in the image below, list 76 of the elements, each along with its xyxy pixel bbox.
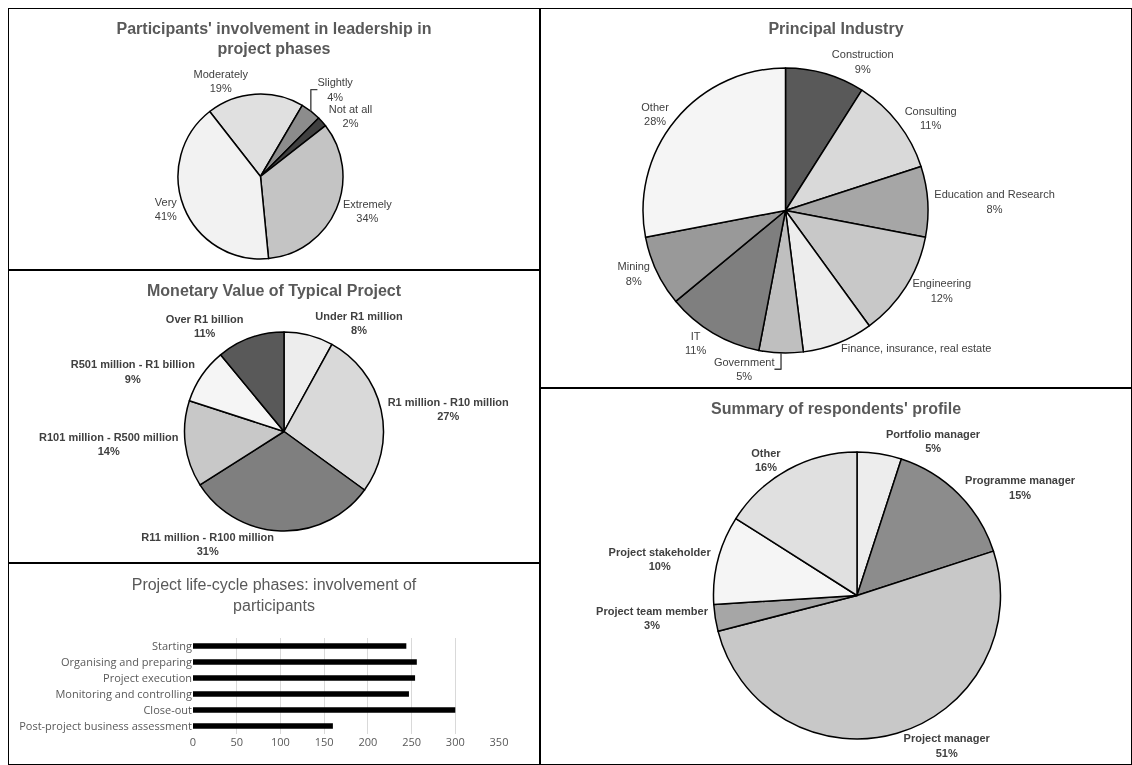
- data-label: 11%: [193, 327, 216, 340]
- slice-label: Slightly: [317, 76, 354, 89]
- slice-label: Extremely: [342, 197, 393, 210]
- x-tick-label: 100: [270, 734, 290, 749]
- slice-label: Consulting: [904, 105, 957, 118]
- data-label: 28%: [644, 115, 667, 128]
- data-label: 5%: [925, 442, 942, 455]
- slice-label: Portfolio manager: [886, 427, 981, 440]
- data-label: 11%: [684, 344, 707, 357]
- data-label: 9%: [124, 372, 141, 385]
- data-label: 10%: [648, 560, 671, 573]
- slice-label: Very: [154, 195, 178, 208]
- slice-label: Project stakeholder: [608, 545, 712, 558]
- data-label: 5%: [736, 370, 753, 383]
- data-label: 14%: [97, 445, 120, 458]
- y-tick-label: Monitoring and controlling: [55, 685, 193, 701]
- slice-label: R101 million - R500 million: [39, 431, 179, 444]
- slice-label: Other: [751, 446, 782, 459]
- bar: [193, 659, 417, 665]
- chart-title: Participants' involvement in leadership in project phases: [115, 19, 433, 59]
- slice-label: Not at all: [328, 102, 373, 115]
- x-tick-label: 300: [445, 734, 465, 749]
- x-tick-label: 250: [402, 734, 422, 749]
- data-label: 11%: [920, 119, 942, 132]
- bar: [193, 691, 409, 697]
- slice-label: R11 million - R100 million: [141, 530, 275, 543]
- chart-title: Summary of respondents' profile: [709, 399, 963, 419]
- data-label: 2%: [342, 117, 359, 130]
- x-tick-label: 150: [314, 734, 334, 749]
- slice-label: R501 million - R1 billion: [70, 358, 196, 371]
- slice-label: Other: [641, 101, 670, 114]
- bar: [193, 707, 456, 713]
- slice-label: Over R1 billion: [165, 313, 244, 326]
- slice-label: Government: [713, 356, 775, 369]
- data-label: 15%: [1009, 488, 1032, 501]
- slice-label: Under R1 million: [315, 309, 403, 322]
- slice-label: Programme manager: [965, 474, 1076, 487]
- slice-label: Mining: [617, 260, 650, 273]
- chart-title: Project life-cycle phases: involvement of participants: [131, 575, 417, 614]
- data-label: 8%: [986, 202, 1003, 215]
- data-label: 19%: [209, 82, 232, 95]
- bar: [193, 643, 407, 649]
- x-tick-label: 50: [230, 734, 244, 749]
- data-label: 41%: [154, 210, 178, 223]
- data-label: 4%: [327, 90, 344, 103]
- y-tick-label: Post-project business assessment: [19, 717, 193, 733]
- data-label: 51%: [935, 746, 958, 759]
- y-tick-label: Close-out: [143, 701, 193, 717]
- y-tick-label: Organising and preparing: [61, 653, 193, 669]
- data-label: 34%: [356, 212, 379, 225]
- data-label: 8%: [351, 323, 368, 336]
- slice-label: Construction: [831, 48, 894, 61]
- slice-label: IT: [690, 329, 701, 342]
- data-label: 8%: [625, 274, 642, 287]
- slice-label: Project team member: [596, 605, 709, 618]
- data-label: 31%: [196, 545, 219, 558]
- data-label: 9%: [854, 62, 871, 75]
- slice-label: Moderately: [193, 67, 249, 80]
- data-label: 16%: [754, 460, 778, 473]
- slice-label: Education and Research: [934, 188, 1055, 201]
- bar: [193, 723, 333, 729]
- chart-title: Principal Industry: [767, 19, 905, 39]
- y-tick-label: Starting: [152, 637, 193, 653]
- slice-label: R1 million - R10 million: [387, 396, 509, 409]
- data-label: 3%: [644, 619, 661, 632]
- slice-label: Finance, insurance, real estate: [840, 342, 992, 355]
- x-tick-label: 350: [489, 734, 509, 749]
- y-tick-label: Project execution: [103, 669, 192, 685]
- data-label: 27%: [437, 410, 460, 423]
- chart-title: Monetary Value of Typical Project: [146, 281, 402, 301]
- data-label: 12%: [930, 291, 953, 304]
- bar: [193, 675, 416, 681]
- slice-label: Engineering: [912, 277, 972, 290]
- x-tick-label: 200: [358, 734, 378, 749]
- slice-label: Project manager: [903, 732, 991, 745]
- x-tick-label: 0: [189, 734, 197, 749]
